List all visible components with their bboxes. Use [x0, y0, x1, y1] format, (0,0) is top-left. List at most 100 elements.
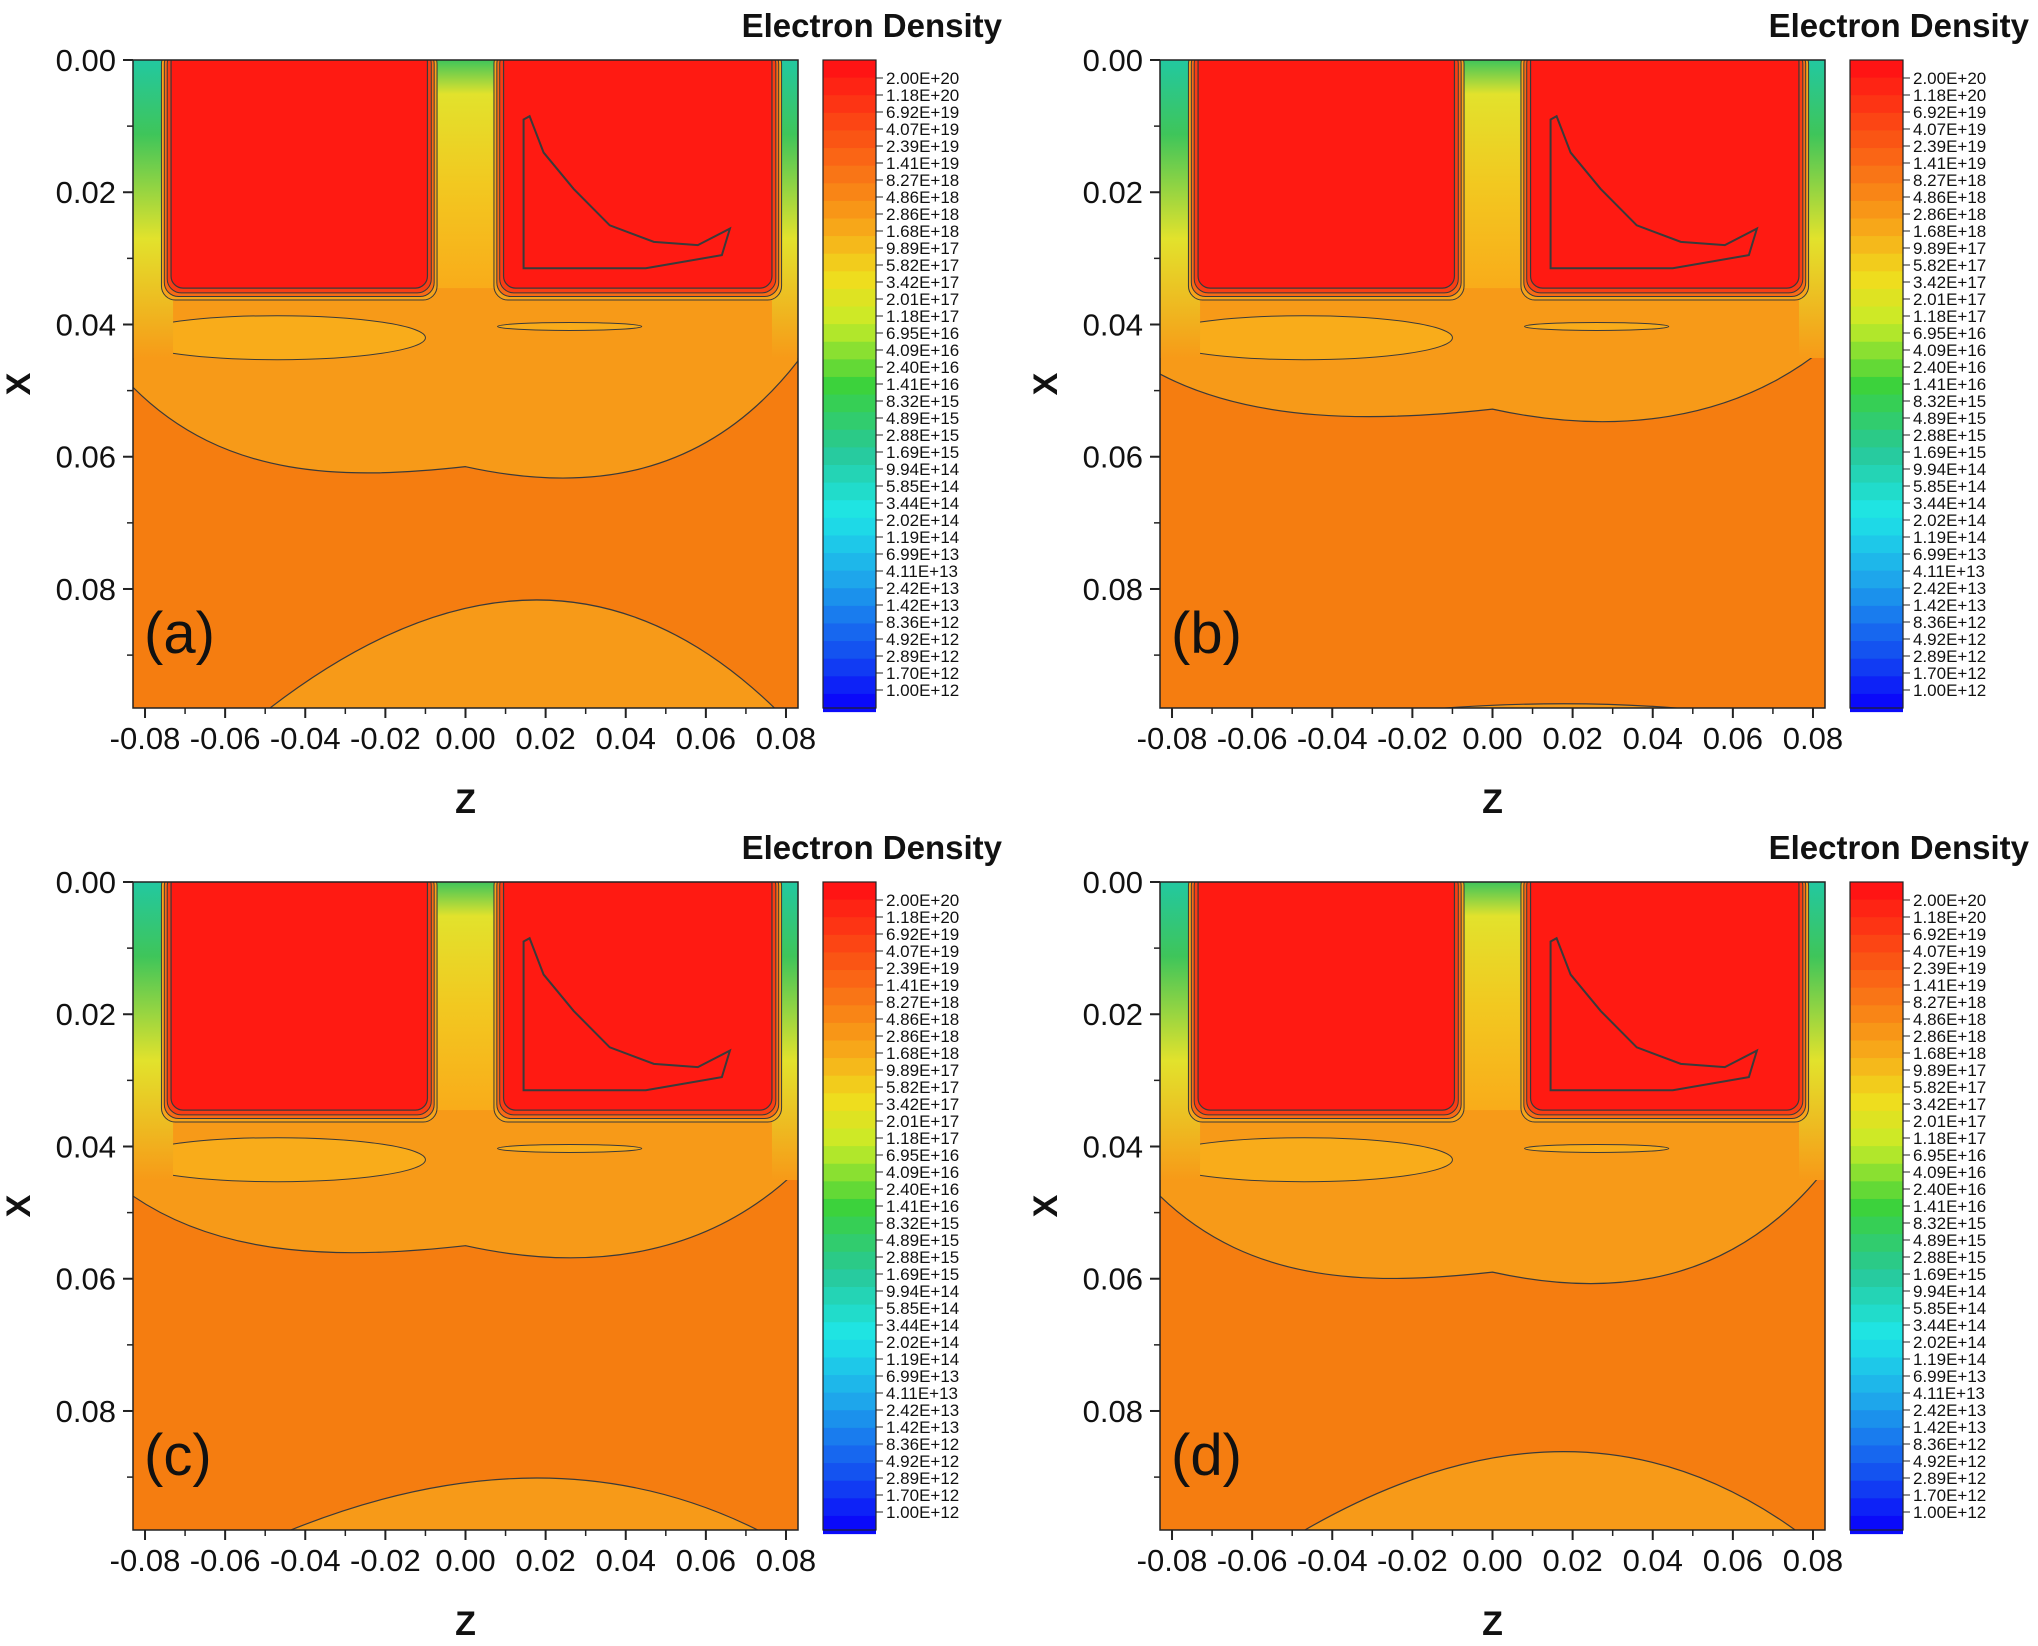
colorbar-label: 1.70E+12 — [886, 664, 959, 683]
colorbar-swatch — [823, 1339, 876, 1359]
colorbar-swatch — [1850, 1515, 1903, 1535]
x-tick-label: -0.02 — [1377, 721, 1448, 756]
y-tick-label: 0.06 — [56, 1262, 116, 1297]
colorbar-label: 2.89E+12 — [886, 647, 959, 666]
x-tick-label: 0.06 — [1703, 1543, 1763, 1578]
colorbar-swatch — [1850, 60, 1903, 79]
colorbar-label: 8.27E+18 — [886, 171, 959, 190]
y-tick-label: 0.06 — [1083, 440, 1143, 475]
colorbar-swatch — [1850, 970, 1903, 989]
colorbar-label: 9.89E+17 — [886, 1061, 959, 1080]
colorbar-swatch — [1850, 623, 1903, 642]
colorbar-swatch — [823, 288, 876, 308]
colorbar-swatch — [1850, 394, 1903, 413]
y-tick-label: 0.04 — [1083, 1129, 1143, 1164]
colorbar-swatch — [823, 1234, 876, 1253]
contour-center-gap — [1454, 882, 1531, 1111]
colorbar-label: 8.27E+18 — [1913, 171, 1986, 190]
colorbar-label: 1.68E+18 — [1913, 222, 1986, 241]
colorbar-label: 1.69E+15 — [1913, 1265, 1986, 1284]
colorbar-swatch — [1850, 1075, 1903, 1094]
y-tick-label: 0.04 — [56, 307, 116, 342]
colorbar-swatch — [1850, 1339, 1903, 1359]
colorbar-swatch — [1850, 917, 1903, 936]
colorbar-swatch — [823, 236, 876, 255]
colorbar-swatch — [1850, 1322, 1903, 1341]
x-axis-title: Z — [1482, 783, 1503, 821]
colorbar-label: 2.39E+19 — [1913, 137, 1986, 156]
colorbar-label: 8.32E+15 — [1913, 1214, 1986, 1233]
colorbar-label: 1.18E+17 — [1913, 1129, 1986, 1148]
colorbar-swatch — [823, 535, 876, 554]
colorbar-swatch — [1850, 1146, 1903, 1165]
colorbar-label: 6.95E+16 — [886, 1146, 959, 1165]
x-tick-label: -0.02 — [1377, 1543, 1448, 1578]
colorbar-swatch — [1850, 658, 1903, 677]
contour-center-gap — [427, 60, 504, 289]
colorbar-label: 3.44E+14 — [1913, 494, 1986, 513]
colorbar-swatch — [823, 517, 876, 537]
y-axis-title: X — [1027, 1194, 1065, 1217]
colorbar-label: 4.09E+16 — [1913, 341, 1986, 360]
colorbar-swatch — [1850, 641, 1903, 660]
y-tick-label: 0.08 — [56, 572, 116, 607]
colorbar-label: 1.42E+13 — [1913, 1418, 1986, 1437]
colorbar-label: 1.41E+19 — [886, 154, 959, 173]
colorbar-label: 2.88E+15 — [886, 1248, 959, 1267]
colorbar-label: 8.36E+12 — [1913, 613, 1986, 632]
colorbar-label: 4.89E+15 — [886, 1231, 959, 1250]
colorbar-label: 8.32E+15 — [886, 392, 959, 411]
colorbar-swatch — [1850, 148, 1903, 167]
colorbar-label: 2.89E+12 — [1913, 1469, 1986, 1488]
colorbar-label: 8.32E+15 — [886, 1214, 959, 1233]
colorbar-label: 4.89E+15 — [1913, 409, 1986, 428]
colorbar-label: 5.85E+14 — [886, 1299, 959, 1318]
colorbar-label: 1.68E+18 — [886, 222, 959, 241]
colorbar-label: 2.02E+14 — [886, 1333, 959, 1352]
colorbar-swatch — [823, 1427, 876, 1447]
colorbar-swatch — [823, 200, 876, 220]
colorbar-label: 6.92E+19 — [1913, 103, 1986, 122]
colorbar-swatch — [1850, 95, 1903, 114]
colorbar-label: 6.95E+16 — [1913, 1146, 1986, 1165]
x-tick-label: 0.04 — [1623, 1543, 1683, 1578]
colorbar-swatch — [823, 1357, 876, 1376]
colorbar-swatch — [823, 271, 876, 290]
colorbar-swatch — [823, 1410, 876, 1429]
contour-blob-left — [1160, 315, 1453, 361]
colorbar-label: 6.99E+13 — [886, 545, 959, 564]
colorbar-label: 1.70E+12 — [1913, 664, 1986, 683]
colorbar-swatch — [823, 77, 876, 96]
colorbar-swatch — [823, 359, 876, 378]
y-tick-label: 0.00 — [56, 865, 116, 900]
x-tick-label: -0.06 — [1217, 721, 1288, 756]
colorbar-swatch — [823, 1463, 876, 1482]
colorbar-label: 1.41E+19 — [1913, 154, 1986, 173]
colorbar-label: 1.41E+16 — [1913, 1197, 1986, 1216]
colorbar-swatch — [1850, 500, 1903, 519]
colorbar-label: 4.09E+16 — [1913, 1163, 1986, 1182]
colorbar-label: 1.19E+14 — [1913, 1350, 1986, 1369]
x-tick-label: -0.04 — [270, 721, 341, 756]
coil-left-saturated — [1197, 882, 1456, 1111]
colorbar-swatch — [1850, 588, 1903, 607]
colorbar-label: 1.00E+12 — [886, 1503, 959, 1522]
colorbar-swatch — [1850, 412, 1903, 431]
colorbar-label: 1.18E+17 — [886, 307, 959, 326]
colorbar-swatch — [823, 165, 876, 184]
y-tick-label: 0.02 — [1083, 997, 1143, 1032]
contour-center-gap — [427, 882, 504, 1111]
x-tick-label: 0.02 — [515, 1543, 575, 1578]
colorbar-swatch — [823, 447, 876, 466]
colorbar-swatch — [823, 970, 876, 989]
colorbar-label: 5.82E+17 — [886, 256, 959, 275]
contour-blob-right — [497, 321, 643, 331]
colorbar-swatch — [823, 148, 876, 167]
x-tick-label: 0.08 — [1783, 721, 1843, 756]
colorbar-swatch — [823, 1498, 876, 1517]
colorbar-label: 1.42E+13 — [1913, 596, 1986, 615]
colorbar-swatch — [823, 1163, 876, 1182]
colorbar-label: 1.19E+14 — [1913, 528, 1986, 547]
colorbar-swatch — [823, 95, 876, 114]
colorbar-swatch — [1850, 1269, 1903, 1288]
